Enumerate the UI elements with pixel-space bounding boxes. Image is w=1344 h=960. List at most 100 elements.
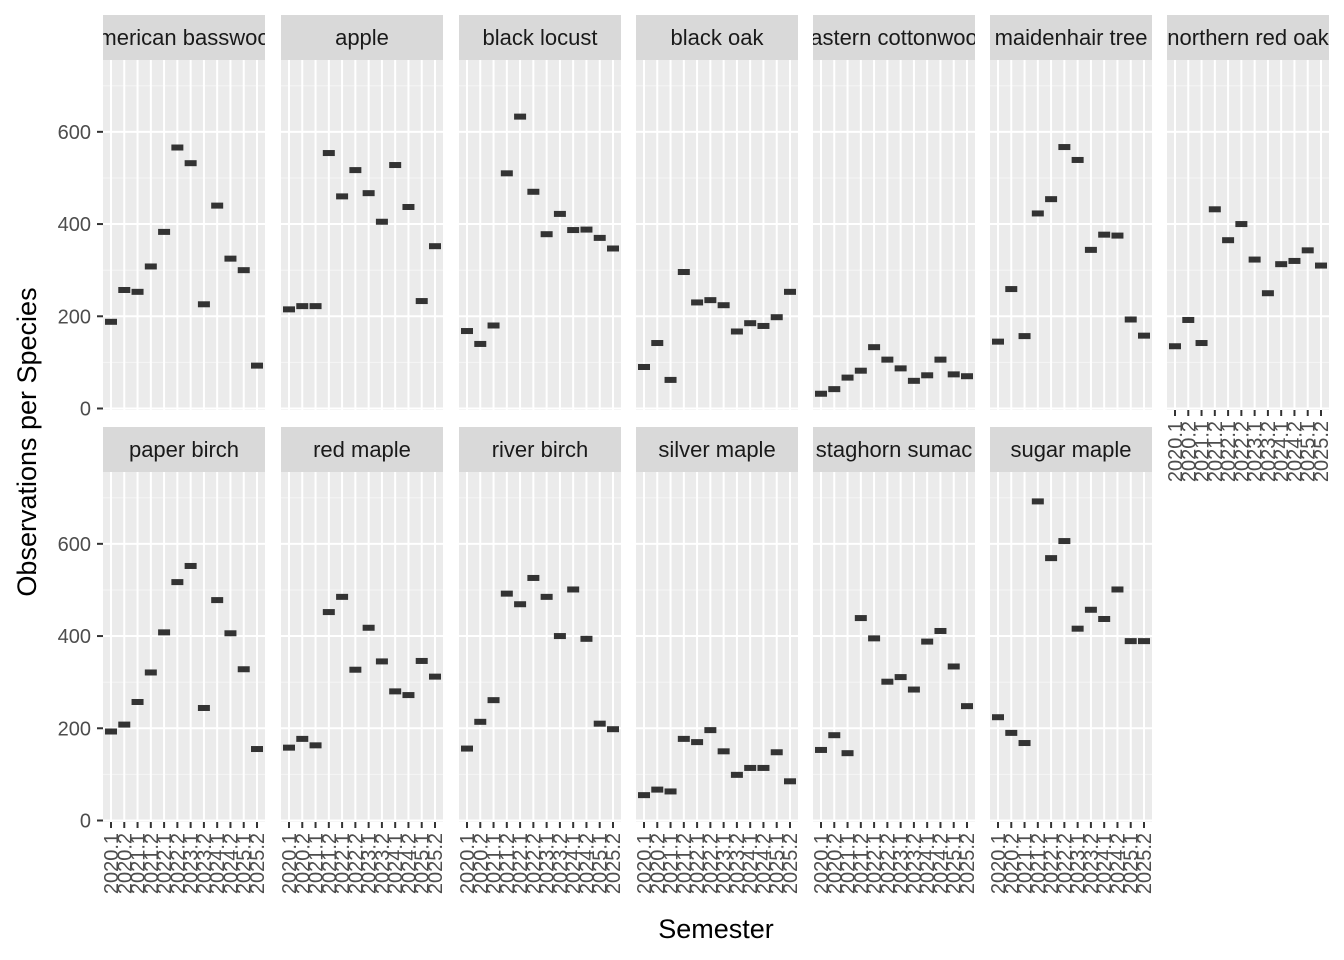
y-tick-label: 400: [58, 626, 91, 648]
y-axis-title: Observations per Species: [12, 287, 42, 596]
data-point: [415, 657, 428, 664]
data-point: [992, 338, 1004, 345]
data-point: [527, 188, 540, 195]
data-point: [894, 365, 907, 372]
x-tick-label: 2020.2: [292, 833, 314, 894]
x-tick-label: 2025.1: [767, 833, 789, 894]
x-tick-label: 2024.2: [1107, 833, 1129, 894]
data-point: [934, 627, 947, 634]
data-point: [514, 113, 527, 120]
data-point: [283, 744, 295, 751]
facet-strip: [1167, 15, 1329, 60]
x-tick-label: 2021.1: [306, 833, 328, 894]
data-point: [567, 227, 580, 234]
data-point: [1098, 615, 1111, 622]
facet-strip: [813, 427, 975, 472]
data-point: [638, 792, 650, 799]
data-point: [1124, 316, 1137, 323]
x-tick-label: 2021.1: [1192, 421, 1214, 482]
data-point: [461, 328, 473, 335]
data-point: [389, 162, 402, 169]
x-tick-label: 2023.1: [891, 833, 913, 894]
data-point: [251, 362, 263, 369]
facet-strip: [990, 15, 1152, 60]
x-tick-label: 2021.2: [674, 833, 696, 894]
plot-background: [281, 472, 443, 822]
x-tick-label: 2021.2: [1028, 833, 1050, 894]
data-point: [131, 698, 144, 705]
y-tick-label: 200: [58, 718, 91, 740]
data-point: [841, 750, 854, 757]
data-point: [894, 674, 907, 681]
data-point: [1222, 237, 1235, 244]
data-point: [1111, 586, 1124, 593]
x-tick-label: 2025.2: [247, 833, 269, 894]
x-tick-label: 2023.2: [550, 833, 572, 894]
facet-panel: apple: [281, 15, 443, 410]
x-tick-label: 2023.1: [714, 833, 736, 894]
data-point: [1098, 231, 1111, 238]
data-point: [730, 771, 743, 778]
data-point: [336, 193, 349, 200]
x-tick-label: 2022.2: [1231, 421, 1253, 482]
data-point: [921, 372, 934, 379]
x-tick-label: 2025.2: [1134, 833, 1156, 894]
x-tick-label: 2020.1: [457, 833, 479, 894]
facet-strip-label: paper birch: [129, 437, 239, 462]
y-tick-label: 0: [80, 811, 91, 833]
x-tick-label: 2024.2: [576, 833, 598, 894]
x-tick-label: 2020.1: [1165, 421, 1187, 482]
data-point: [744, 764, 757, 771]
data-point: [947, 663, 960, 670]
x-tick-label: 2023.2: [904, 833, 926, 894]
x-tick-label: 2022.2: [167, 833, 189, 894]
facet-strip: [459, 427, 621, 472]
y-tick-label: 600: [58, 122, 91, 144]
data-point: [362, 624, 375, 631]
x-tick-label: 2022.1: [1041, 833, 1063, 894]
data-point: [677, 735, 690, 742]
data-point: [415, 298, 428, 305]
data-point: [237, 666, 250, 673]
facet-strip-label: american basswood: [86, 25, 282, 50]
data-point: [868, 635, 881, 642]
data-point: [580, 226, 593, 233]
data-point: [211, 202, 224, 209]
x-tick-label: 2025.2: [780, 833, 802, 894]
data-point: [757, 764, 770, 771]
data-point: [237, 267, 250, 274]
data-point: [691, 299, 704, 306]
facet-strip-label: black oak: [671, 25, 765, 50]
data-point: [757, 322, 770, 329]
data-point: [362, 190, 375, 197]
data-point: [580, 635, 593, 642]
data-point: [1031, 498, 1044, 505]
x-tick-label: 2020.2: [1178, 421, 1200, 482]
axes-layer: 2020.12020.22021.12021.22022.12022.22023…: [58, 122, 1333, 894]
x-tick-label: 2023.1: [1245, 421, 1267, 482]
data-point: [224, 630, 237, 637]
facet-panel: red maple: [281, 427, 443, 822]
data-point: [961, 373, 973, 380]
x-tick-label: 2021.2: [851, 833, 873, 894]
data-point: [651, 340, 664, 347]
facet-panel: eastern cottonwood: [813, 15, 975, 410]
x-tick-label: 2021.2: [319, 833, 341, 894]
data-point: [1071, 156, 1084, 163]
facet-strip-label: northern red oak: [1167, 25, 1329, 50]
data-point: [841, 374, 854, 381]
facet-panel: northern red oak: [1167, 15, 1329, 410]
data-point: [704, 727, 717, 734]
y-tick-label: 600: [58, 534, 91, 556]
data-point: [828, 386, 841, 393]
data-point: [184, 562, 197, 569]
data-point: [118, 286, 131, 293]
x-tick-label: 2023.1: [359, 833, 381, 894]
x-tick-label: 2022.2: [700, 833, 722, 894]
x-tick-label: 2025.2: [957, 833, 979, 894]
data-point: [553, 633, 566, 640]
data-point: [1138, 332, 1150, 339]
data-point: [171, 144, 184, 151]
data-point: [487, 697, 500, 704]
data-point: [158, 228, 171, 235]
